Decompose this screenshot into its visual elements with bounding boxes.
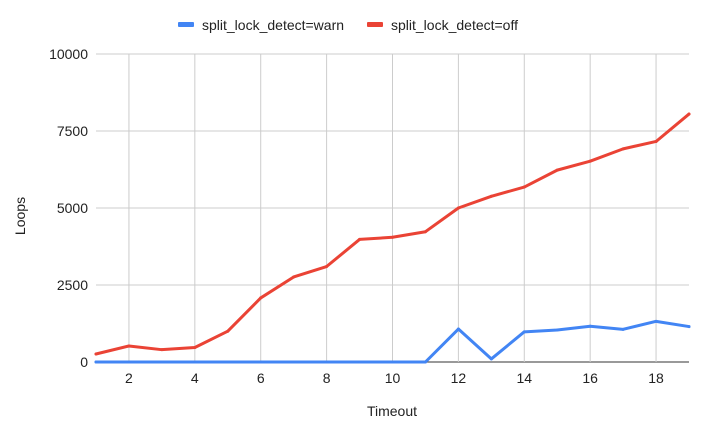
data-point-off (358, 237, 362, 241)
legend-swatch-warn (178, 22, 194, 27)
y-axis-ticks: 0 2500 5000 7500 10000 (49, 46, 88, 370)
y-tick-label: 7500 (57, 123, 88, 139)
data-point-warn (358, 360, 362, 364)
x-tick-label: 18 (648, 370, 664, 386)
data-point-off (423, 230, 427, 234)
data-point-warn (160, 360, 164, 364)
data-point-off (160, 348, 164, 352)
data-point-warn (456, 327, 460, 331)
data-point-off (621, 147, 625, 151)
data-point-off (456, 206, 460, 210)
data-point-off (127, 344, 131, 348)
x-tick-label: 6 (257, 370, 265, 386)
x-tick-label: 2 (125, 370, 133, 386)
data-point-off (391, 235, 394, 239)
data-point-warn (522, 330, 526, 334)
data-point-warn (654, 319, 658, 323)
legend-label-off: split_lock_detect=off (391, 17, 518, 33)
y-axis-title: Loops (12, 197, 28, 235)
y-tick-label: 2500 (57, 277, 88, 293)
legend-swatch-off (367, 22, 383, 27)
data-point-warn (555, 328, 559, 332)
x-tick-label: 4 (191, 370, 199, 386)
data-point-warn (292, 360, 296, 364)
data-point-warn (259, 360, 263, 364)
data-point-off (588, 159, 592, 163)
data-point-warn (193, 360, 197, 364)
x-tick-label: 14 (516, 370, 532, 386)
y-tick-label: 10000 (49, 46, 88, 62)
series-layer (94, 112, 691, 364)
legend: split_lock_detect=warn split_lock_detect… (178, 17, 518, 33)
data-point-warn (621, 327, 625, 331)
data-point-off (687, 112, 691, 116)
x-axis-ticks: 2 4 6 8 10 12 14 16 18 (125, 370, 664, 386)
data-point-warn (489, 357, 493, 361)
data-point-warn (94, 360, 98, 364)
y-tick-label: 5000 (57, 200, 88, 216)
data-point-warn (391, 360, 394, 364)
data-point-off (489, 194, 493, 198)
x-tick-label: 12 (451, 370, 467, 386)
data-point-off (522, 185, 526, 189)
data-point-warn (226, 360, 230, 364)
grid (96, 53, 689, 363)
data-point-off (292, 275, 296, 279)
data-point-warn (588, 324, 592, 328)
data-point-off (226, 329, 230, 333)
data-point-off (555, 168, 559, 172)
data-point-off (193, 346, 197, 350)
data-point-warn (687, 325, 691, 329)
x-tick-label: 10 (385, 370, 401, 386)
x-axis-title: Timeout (367, 403, 417, 419)
data-point-warn (423, 360, 427, 364)
data-point-warn (325, 360, 329, 364)
legend-label-warn: split_lock_detect=warn (202, 17, 344, 33)
data-point-off (259, 296, 263, 300)
x-tick-label: 8 (323, 370, 331, 386)
y-tick-label: 0 (80, 354, 88, 370)
data-point-off (325, 265, 329, 269)
data-point-warn (127, 360, 131, 364)
x-tick-label: 16 (582, 370, 598, 386)
data-point-off (94, 352, 98, 356)
data-point-off (654, 139, 658, 143)
